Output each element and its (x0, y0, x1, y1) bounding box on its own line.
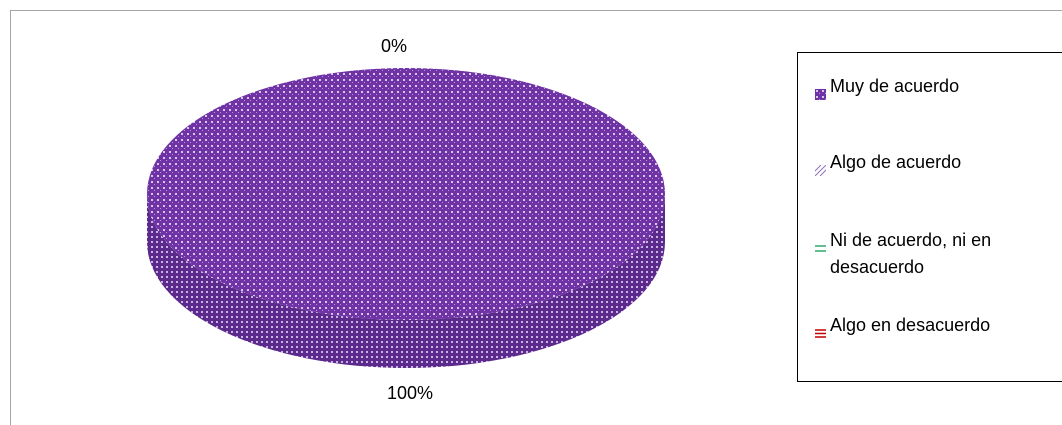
legend: Muy de acuerdo Algo de acuerdo Ni de acu… (797, 52, 1062, 382)
legend-label: Algo de acuerdo (830, 152, 962, 172)
pie-slice-muy-de-acuerdo (147, 68, 665, 320)
legend-label: Algo en desacuerdo (830, 315, 991, 335)
legend-label: Muy de acuerdo (830, 76, 960, 96)
legend-item-ni-de-acuerdo: Ni de acuerdo, ni en desacuerdo (815, 227, 1062, 281)
legend-label: Ni de acuerdo, ni en desacuerdo (830, 230, 992, 277)
legend-item-algo-de-acuerdo: Algo de acuerdo (814, 149, 1062, 177)
data-label-hundred: 100% (387, 383, 434, 403)
legend-item-algo-en-desacuerdo: Algo en desacuerdo (815, 312, 1062, 339)
legend-swatch-stripes-icon (815, 320, 826, 338)
legend-item-muy-de-acuerdo: Muy de acuerdo (815, 73, 1062, 100)
legend-swatch-horizontal-icon (815, 235, 826, 252)
chart-frame (10, 10, 1062, 425)
legend-swatch-dots-icon (815, 81, 826, 100)
legend-swatch-diagonal-icon (814, 157, 827, 177)
data-label-zero: 0% (381, 36, 408, 56)
pie-side-wall (147, 194, 665, 368)
